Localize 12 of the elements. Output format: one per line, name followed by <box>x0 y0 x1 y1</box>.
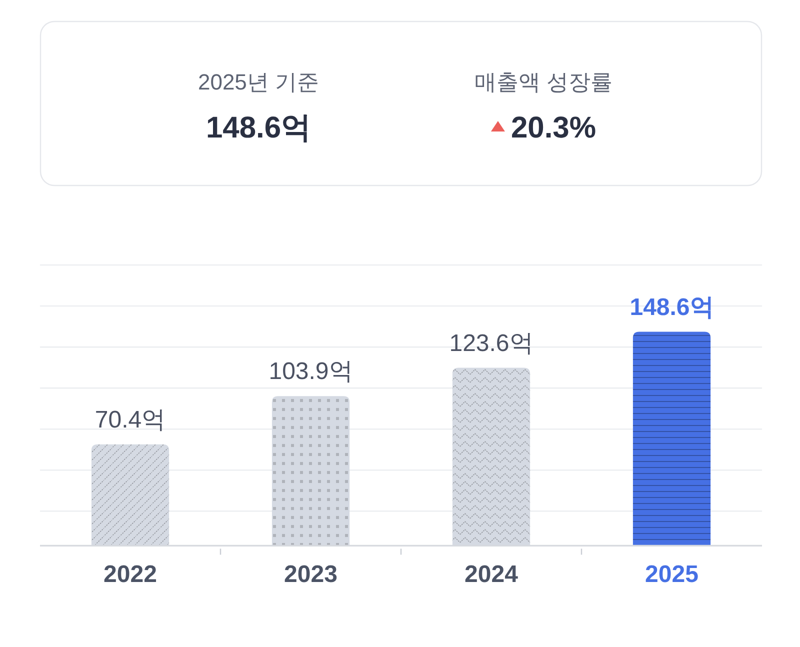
category-label: 2023 <box>284 561 338 588</box>
value-label: 148.6억 <box>630 294 714 321</box>
value-label: 103.9억 <box>268 358 353 386</box>
value-label: 70.4억 <box>94 406 166 434</box>
card-value: 20.3% <box>510 112 596 144</box>
card-label: 2025년 기준 <box>198 70 320 94</box>
card-label: 매출액 성장률 <box>474 70 613 94</box>
category-label: 2025 <box>645 561 698 588</box>
category-label: 2024 <box>464 561 518 588</box>
value-label: 123.6억 <box>449 330 534 357</box>
category-label: 2022 <box>104 561 157 588</box>
card-value: 148.6억 <box>206 112 312 144</box>
